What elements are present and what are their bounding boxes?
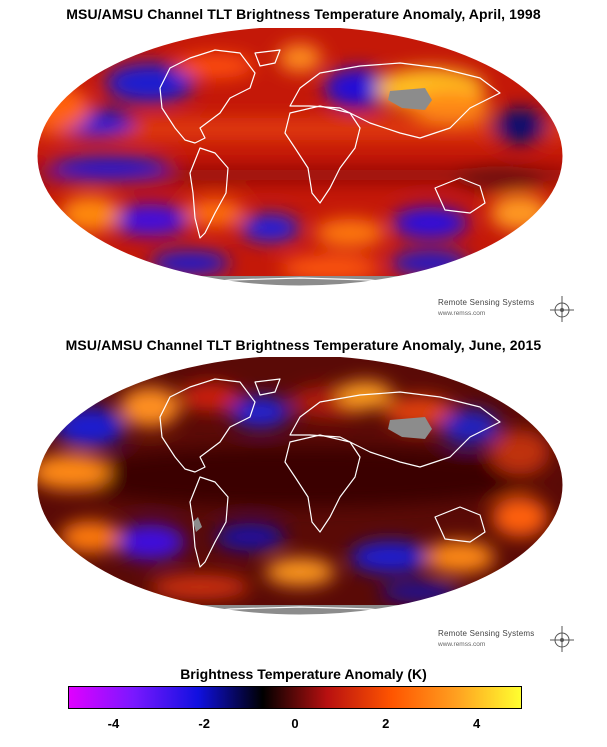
credit-organization: Remote Sensing Systems: [438, 298, 535, 307]
credit-block-2: Remote Sensing Systems www.remss.com: [438, 628, 534, 650]
rss-logo-icon: [550, 626, 574, 652]
colorbar-tick-label: 2: [382, 716, 390, 731]
credit-organization: Remote Sensing Systems: [438, 629, 535, 638]
rss-logo-icon: [550, 296, 574, 322]
map-title-april-1998: MSU/AMSU Channel TLT Brightness Temperat…: [66, 6, 541, 22]
credit-url: www.remss.com: [438, 310, 486, 317]
colorbar-tick-label: -2: [198, 716, 210, 731]
map-title-june-2015: MSU/AMSU Channel TLT Brightness Temperat…: [65, 337, 542, 353]
colorbar-tick-label: -4: [107, 716, 120, 731]
colorbar-tick-label: 0: [291, 716, 299, 731]
colorbar-tick-label: 4: [472, 716, 481, 731]
anomaly-map-april-1998: [36, 28, 564, 287]
colorbar: [68, 686, 522, 709]
credit-url: www.remss.com: [438, 641, 486, 648]
colorbar-title: Brightness Temperature Anomaly (K): [180, 666, 427, 682]
anomaly-map-june-2015: [36, 357, 564, 616]
credit-block-1: Remote Sensing Systems www.remss.com: [438, 297, 534, 319]
